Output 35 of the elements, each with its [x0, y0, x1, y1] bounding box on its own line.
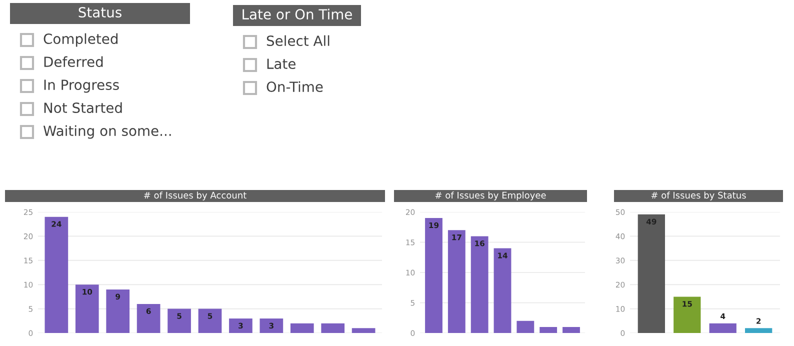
text: Late or On Time: [242, 8, 352, 20]
chart-title: # of Issues by Status: [651, 192, 746, 200]
bar: [470, 236, 488, 333]
text: Waiting on some...: [43, 125, 171, 139]
bar: [321, 323, 345, 333]
bar: [448, 230, 466, 333]
bar: [745, 328, 772, 333]
text: Select All: [266, 35, 330, 46]
bar: [425, 218, 442, 333]
chart-title: # of Issues by Account: [144, 192, 246, 200]
bar: [516, 320, 534, 333]
bar: [198, 308, 222, 333]
bar: [229, 318, 252, 333]
text: In Progress: [44, 80, 119, 93]
bar: [352, 328, 376, 333]
text: Not Started: [44, 102, 122, 114]
bar: [260, 318, 284, 333]
bar: [168, 308, 191, 333]
text: Late: [267, 58, 296, 70]
bar: [494, 248, 512, 333]
bar: [638, 214, 665, 333]
text: Completed: [44, 33, 118, 47]
bar: [674, 296, 701, 333]
bar: [709, 323, 736, 333]
bar: [540, 326, 558, 333]
bar: [44, 216, 68, 333]
bar: [290, 323, 314, 333]
bar: [562, 326, 580, 333]
text: Deferred: [44, 56, 103, 68]
chart-title: # of Issues by Employee: [435, 192, 546, 200]
text: On-Time: [266, 81, 323, 92]
bar: [136, 304, 160, 333]
bar: [106, 289, 130, 333]
text: Status: [78, 7, 122, 18]
bar: [75, 284, 99, 333]
